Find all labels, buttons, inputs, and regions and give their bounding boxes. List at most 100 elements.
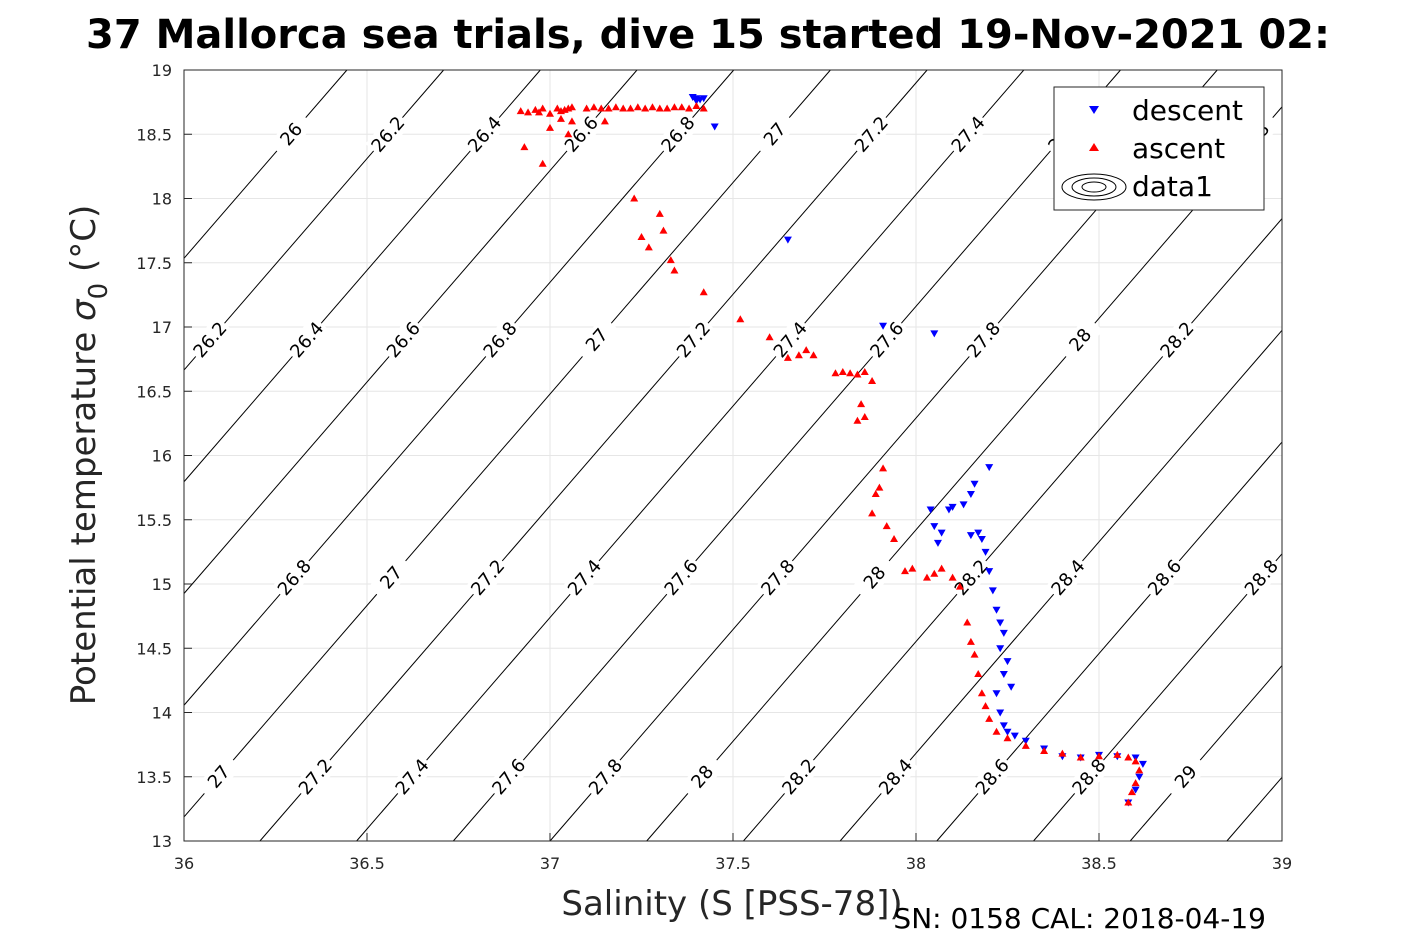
descent-point	[933, 539, 942, 547]
descent-point	[937, 529, 946, 537]
ascent-point	[659, 226, 668, 234]
ascent-point	[648, 103, 657, 111]
contour-label-bg	[1066, 752, 1112, 801]
contour-line	[646, 106, 1283, 842]
ascent-point	[1021, 741, 1030, 749]
descent-point	[1007, 683, 1016, 691]
contour-label-bg	[561, 553, 608, 602]
legend-ascent-label: ascent	[1132, 132, 1225, 165]
contour-label-bg	[752, 110, 798, 159]
ascent-point	[546, 109, 554, 117]
ascent-point	[1113, 750, 1122, 758]
contour-label-bg	[292, 752, 339, 801]
contour-label-bg	[558, 110, 605, 159]
ascent-point	[985, 714, 994, 722]
y-tick-label: 14	[152, 704, 172, 723]
contour-label-bg	[1142, 553, 1188, 602]
x-tick-label: 36	[174, 854, 194, 873]
ascent-point	[1040, 747, 1049, 755]
ascent-point	[857, 400, 866, 408]
y-axis-ticks: 13 13.5 14 14.5 15 15.5 16 16.5 17 17.5 18 18.5 19	[136, 61, 192, 851]
ascent-point	[516, 107, 525, 115]
ascent-point	[685, 104, 694, 112]
contour-label-bg	[658, 553, 704, 602]
ascent-point	[1124, 753, 1133, 761]
contour-line	[183, 69, 735, 706]
ascent-point	[955, 582, 964, 590]
descent-point	[959, 501, 968, 509]
x-tick-label: 37.5	[715, 854, 751, 873]
ascent-point	[890, 535, 899, 543]
ascent-point	[604, 104, 613, 112]
descent-point	[996, 709, 1005, 717]
descent-point	[996, 619, 1005, 627]
y-tick-label: 14.5	[136, 639, 172, 658]
ascent-point	[1124, 798, 1133, 806]
ascent-series	[516, 101, 1144, 806]
legend-box	[1053, 86, 1265, 211]
y-tick-label: 16	[152, 447, 172, 466]
ascent-point	[846, 369, 855, 377]
ascent-point	[853, 370, 862, 378]
y-axis-label: Potential temperature σ0 (°C)	[64, 205, 114, 705]
ascent-point	[1135, 766, 1144, 774]
descent-point	[977, 536, 986, 544]
ascent-point	[538, 104, 547, 112]
ascent-point	[860, 367, 869, 375]
ascent-point	[531, 105, 540, 113]
contour-line	[183, 69, 831, 818]
contour-label-bg	[271, 553, 318, 602]
descent-series	[688, 93, 1147, 807]
descent-point	[1003, 658, 1012, 666]
ascent-point	[567, 103, 576, 111]
ascent-point	[1127, 788, 1136, 796]
ascent-point	[589, 103, 598, 111]
contour-label-bg	[1163, 752, 1209, 801]
contour-label-bg	[851, 553, 898, 602]
y-tick-label: 18	[152, 190, 172, 209]
contour-line	[183, 69, 348, 259]
ascent-point	[831, 369, 840, 377]
ascent-point	[736, 315, 745, 323]
descent-point	[948, 503, 957, 511]
y-tick-label: 13.5	[136, 768, 172, 787]
ascent-point	[520, 143, 529, 151]
descent-point	[1021, 737, 1030, 745]
ascent-point	[655, 104, 664, 112]
ascent-point	[663, 104, 672, 112]
ascent-point	[970, 650, 979, 658]
contour-label-bg	[767, 316, 814, 364]
ascent-point	[670, 266, 679, 274]
ascent-point	[597, 104, 606, 112]
contour-label-bg	[284, 316, 330, 364]
ascent-point	[677, 103, 686, 111]
contour-label-bg	[655, 110, 701, 159]
descent-point	[1138, 760, 1147, 768]
ascent-point	[611, 103, 620, 111]
contour-label-bg	[462, 110, 508, 159]
ascent-point	[1058, 749, 1067, 757]
contour-line	[356, 69, 1025, 842]
descent-point	[1131, 786, 1140, 794]
legend-data1-label: data1	[1132, 170, 1213, 203]
descent-point	[879, 322, 888, 330]
legend-descent-label: descent	[1132, 94, 1243, 127]
contour-label-bg	[755, 553, 801, 602]
legend-ascent-marker	[1089, 143, 1099, 151]
contour-line	[743, 218, 1283, 842]
y-axis-label-main: Potential temperature	[64, 321, 104, 705]
descent-point	[944, 506, 953, 514]
ascent-point	[564, 130, 573, 138]
ascent-point	[882, 522, 891, 530]
contour-label-bg	[582, 752, 629, 801]
descent-point	[985, 568, 994, 576]
chart-title: 37 Mallorca sea trials, dive 15 started …	[86, 12, 1330, 58]
descent-point	[996, 645, 1005, 653]
ascent-point	[626, 104, 635, 112]
contour-label-bg	[365, 110, 411, 159]
ascent-point	[853, 416, 862, 424]
descent-point	[1010, 732, 1019, 740]
y-tick-label: 17	[152, 318, 172, 337]
ascent-point	[567, 117, 576, 125]
contour-label-bg	[196, 752, 242, 801]
